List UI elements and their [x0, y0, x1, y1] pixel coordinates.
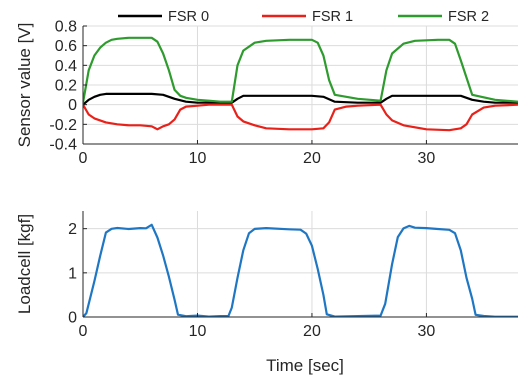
- x-axis-label: Time [sec]: [266, 356, 344, 375]
- series-group: [83, 36, 518, 132]
- y-tick-label: 1: [68, 265, 77, 282]
- y-tick-label: 0.6: [55, 38, 77, 55]
- y-tick-label: 0.4: [55, 58, 77, 75]
- x-tick-label: 20: [303, 323, 321, 340]
- y-axis-label: Loadcell [kgf]: [15, 214, 34, 314]
- y-tick-label: 0.2: [55, 78, 77, 95]
- x-tick-label: 20: [303, 150, 321, 167]
- y-tick-label: 0: [68, 310, 77, 327]
- series-line-fsr-2: [83, 36, 518, 104]
- y-tick-label: -0.4: [49, 137, 77, 154]
- y-tick-label: 2: [68, 221, 77, 238]
- series-line-fsr-1: [83, 103, 518, 132]
- series-line-loadcell: [83, 223, 518, 317]
- x-tick-label: 30: [418, 323, 436, 340]
- x-tick-label: 0: [79, 150, 88, 167]
- y-tick-label: 0: [68, 97, 77, 114]
- x-tick-label: 0: [79, 323, 88, 340]
- y-tick-label: -0.2: [49, 117, 77, 134]
- y-tick-label: 0.8: [55, 19, 77, 36]
- x-tick-label: 10: [189, 323, 207, 340]
- x-tick-label: 10: [189, 150, 207, 167]
- x-tick-label: 30: [418, 150, 436, 167]
- legend: FSR 0 FSR 1 FSR 2: [118, 9, 489, 25]
- legend-label: FSR 0: [168, 9, 209, 25]
- y-axis-label: Sensor value [V]: [15, 23, 34, 148]
- series-group: [83, 223, 518, 317]
- legend-label: FSR 2: [448, 9, 489, 25]
- series-line-fsr-0: [83, 92, 518, 106]
- legend-label: FSR 1: [312, 9, 353, 25]
